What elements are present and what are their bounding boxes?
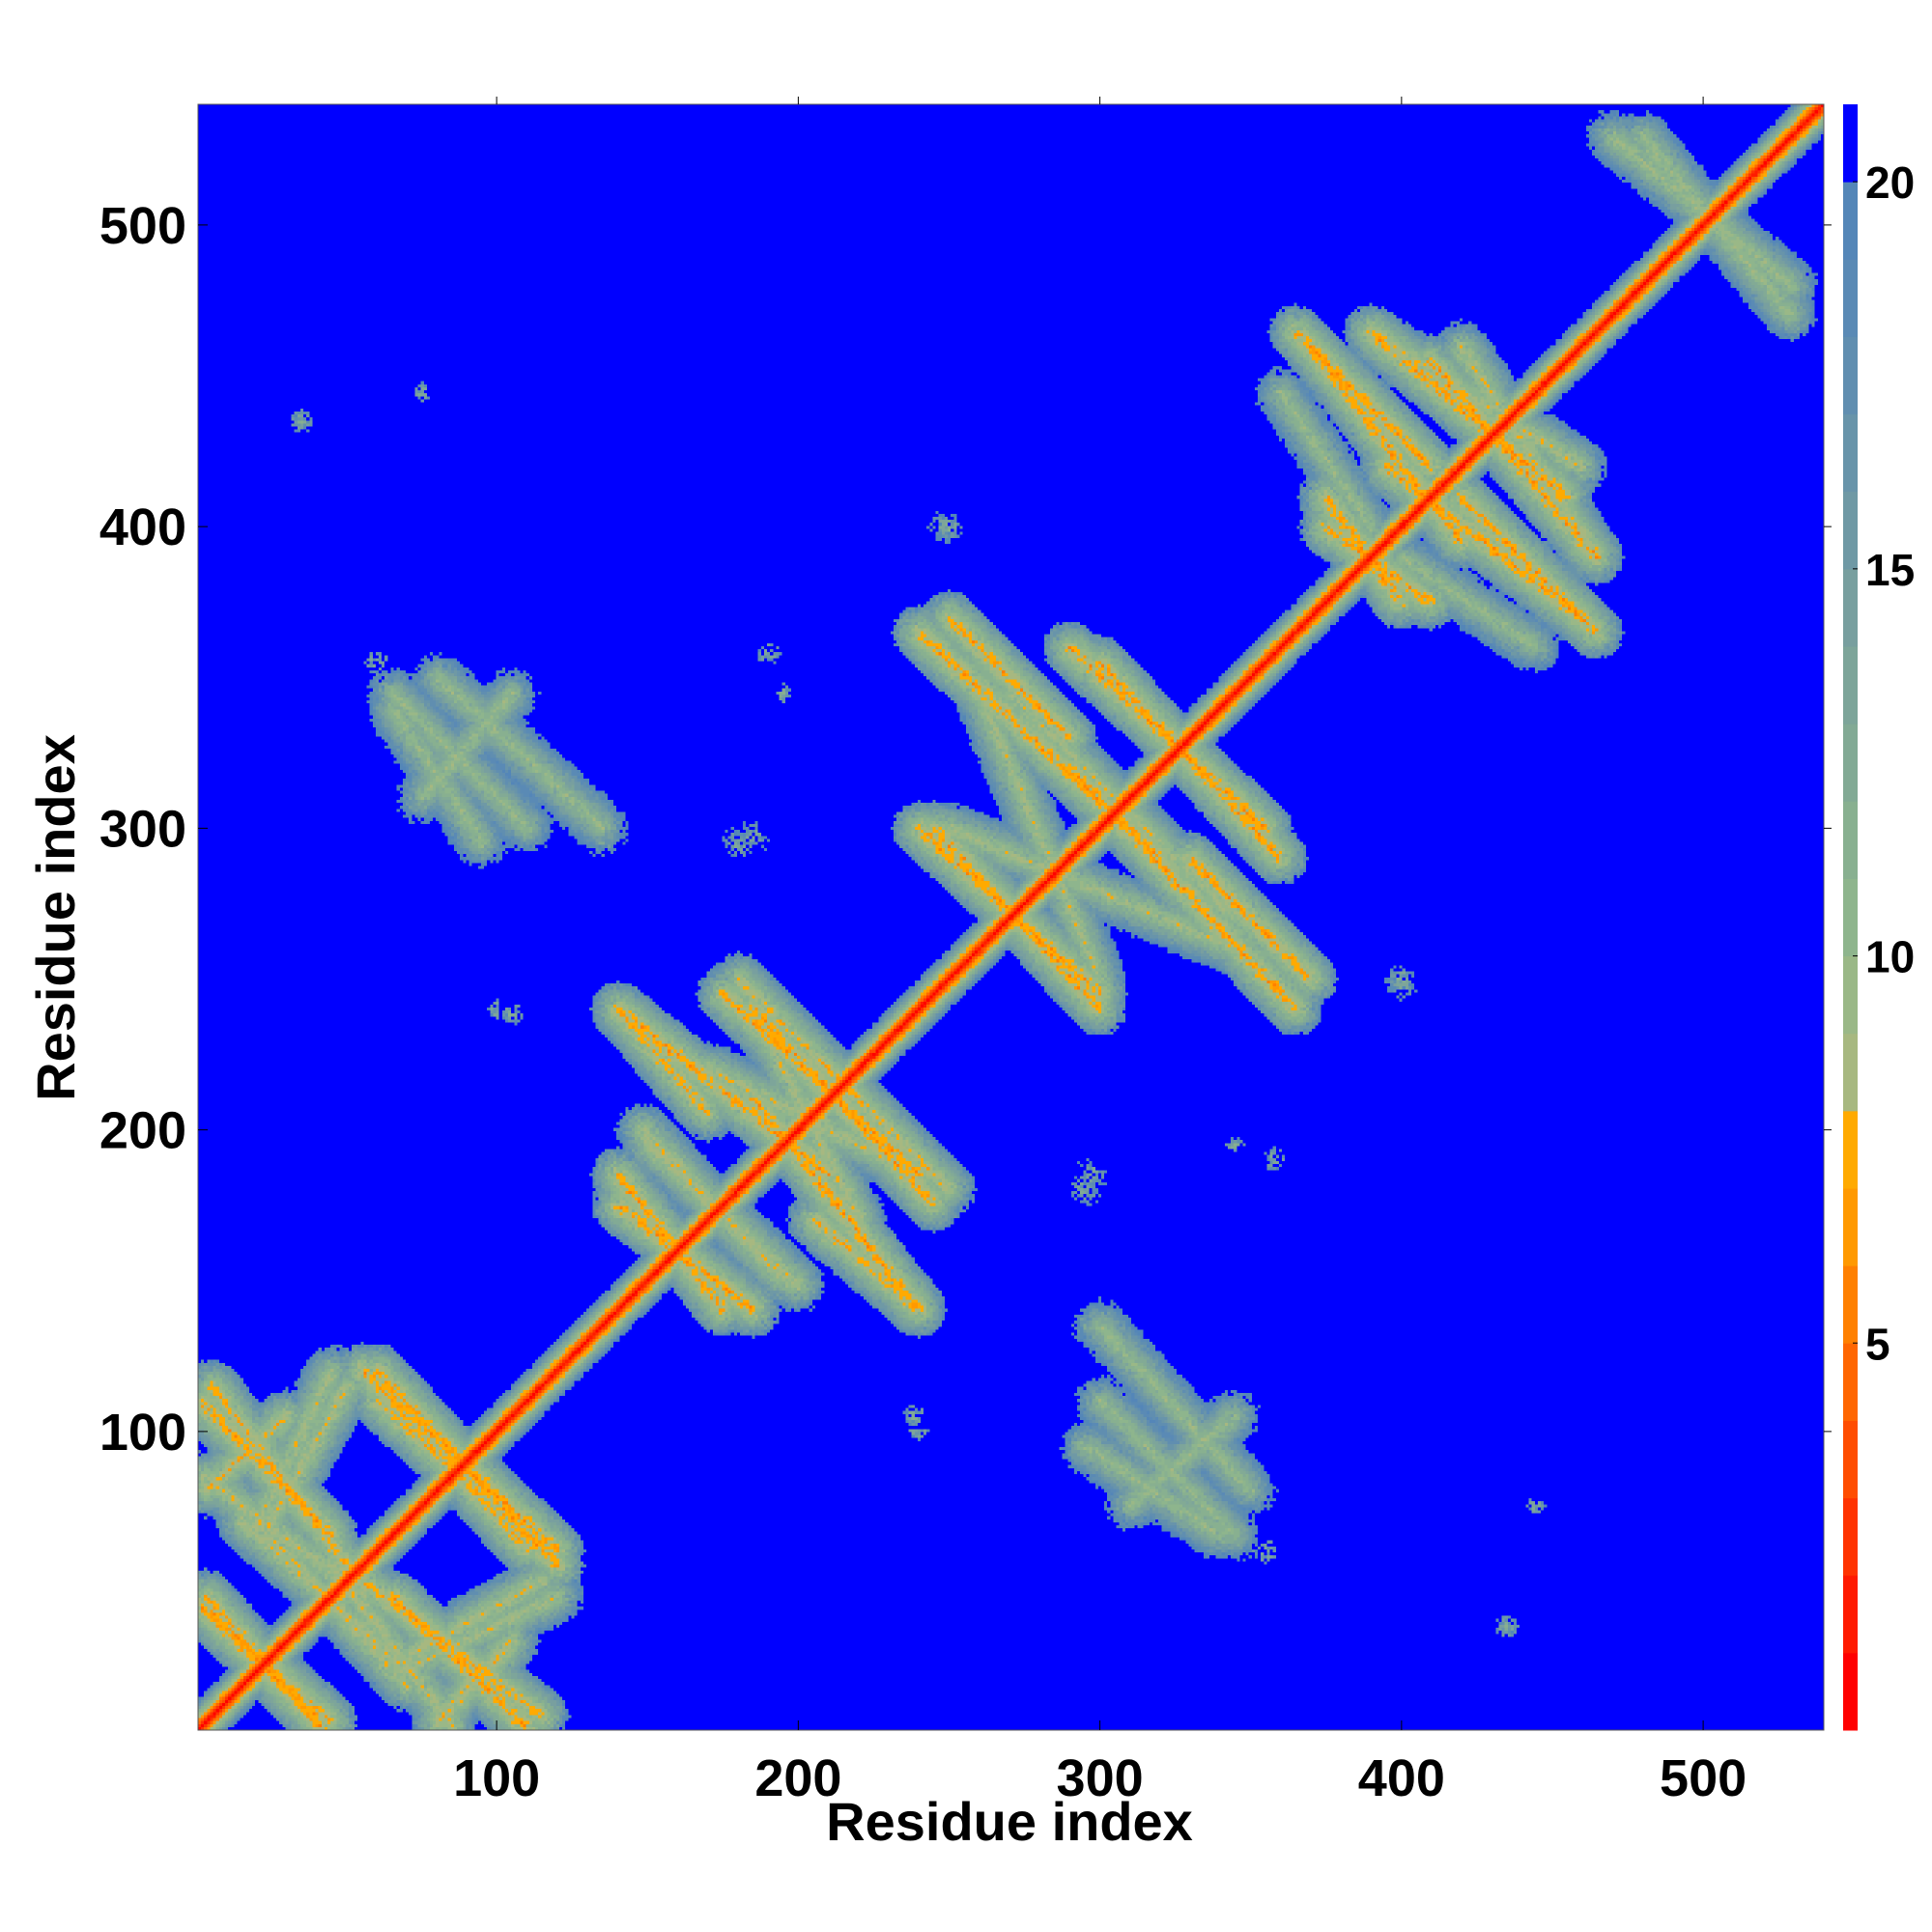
x-tick-label: 400	[1358, 1749, 1445, 1807]
plot-frame	[197, 103, 1825, 1731]
colorbar-tick-label: 5	[1865, 1319, 1890, 1369]
colorbar-bin	[1843, 413, 1858, 493]
x-tick-label: 500	[1660, 1749, 1747, 1807]
y-tick-label: 200	[99, 1102, 186, 1160]
colorbar-bin	[1843, 1497, 1858, 1577]
colorbar-bin	[1843, 1188, 1858, 1266]
colorbar-bin	[1843, 1343, 1858, 1421]
colorbar-tick-label: 15	[1865, 545, 1915, 595]
colorbar-bin	[1843, 491, 1858, 570]
colorbar-bin	[1843, 1652, 1858, 1731]
y-tick-label: 300	[99, 800, 186, 858]
colorbar-bin	[1843, 1420, 1858, 1499]
colorbar-bin	[1843, 878, 1858, 957]
x-tick-label: 200	[754, 1749, 841, 1807]
colorbar-tick-label: 10	[1865, 932, 1915, 982]
colorbar-bin	[1843, 104, 1858, 183]
y-axis-label: Residue index	[25, 734, 86, 1101]
colorbar-bin	[1843, 1265, 1858, 1344]
y-axis-ticks: 100 200 300 400 500	[99, 197, 1832, 1462]
colorbar	[1843, 104, 1858, 1731]
y-tick-label: 100	[99, 1404, 186, 1462]
colorbar-bin	[1843, 568, 1858, 647]
colorbar-bin	[1843, 1110, 1858, 1189]
x-axis-ticks: 100 200 300 400 500	[453, 97, 1747, 1807]
colorbar-bin	[1843, 182, 1858, 260]
y-tick-label: 400	[99, 498, 186, 556]
x-axis-label: Residue index	[826, 1791, 1193, 1852]
x-tick-label: 100	[453, 1749, 540, 1807]
colorbar-bin	[1843, 646, 1858, 724]
x-tick-label: 300	[1057, 1749, 1144, 1807]
colorbar-ticks: 5 10 15 20	[1853, 157, 1915, 1369]
colorbar-bin	[1843, 336, 1858, 415]
colorbar-tick-label: 20	[1865, 157, 1915, 208]
y-tick-label: 500	[99, 197, 186, 255]
colorbar-bin	[1843, 259, 1858, 337]
colorbar-bin	[1843, 1575, 1858, 1654]
colorbar-bin	[1843, 955, 1858, 1035]
colorbar-bin	[1843, 724, 1858, 802]
contact-heatmap	[198, 104, 1824, 1730]
colorbar-bin	[1843, 1033, 1858, 1112]
colorbar-bin	[1843, 801, 1858, 879]
